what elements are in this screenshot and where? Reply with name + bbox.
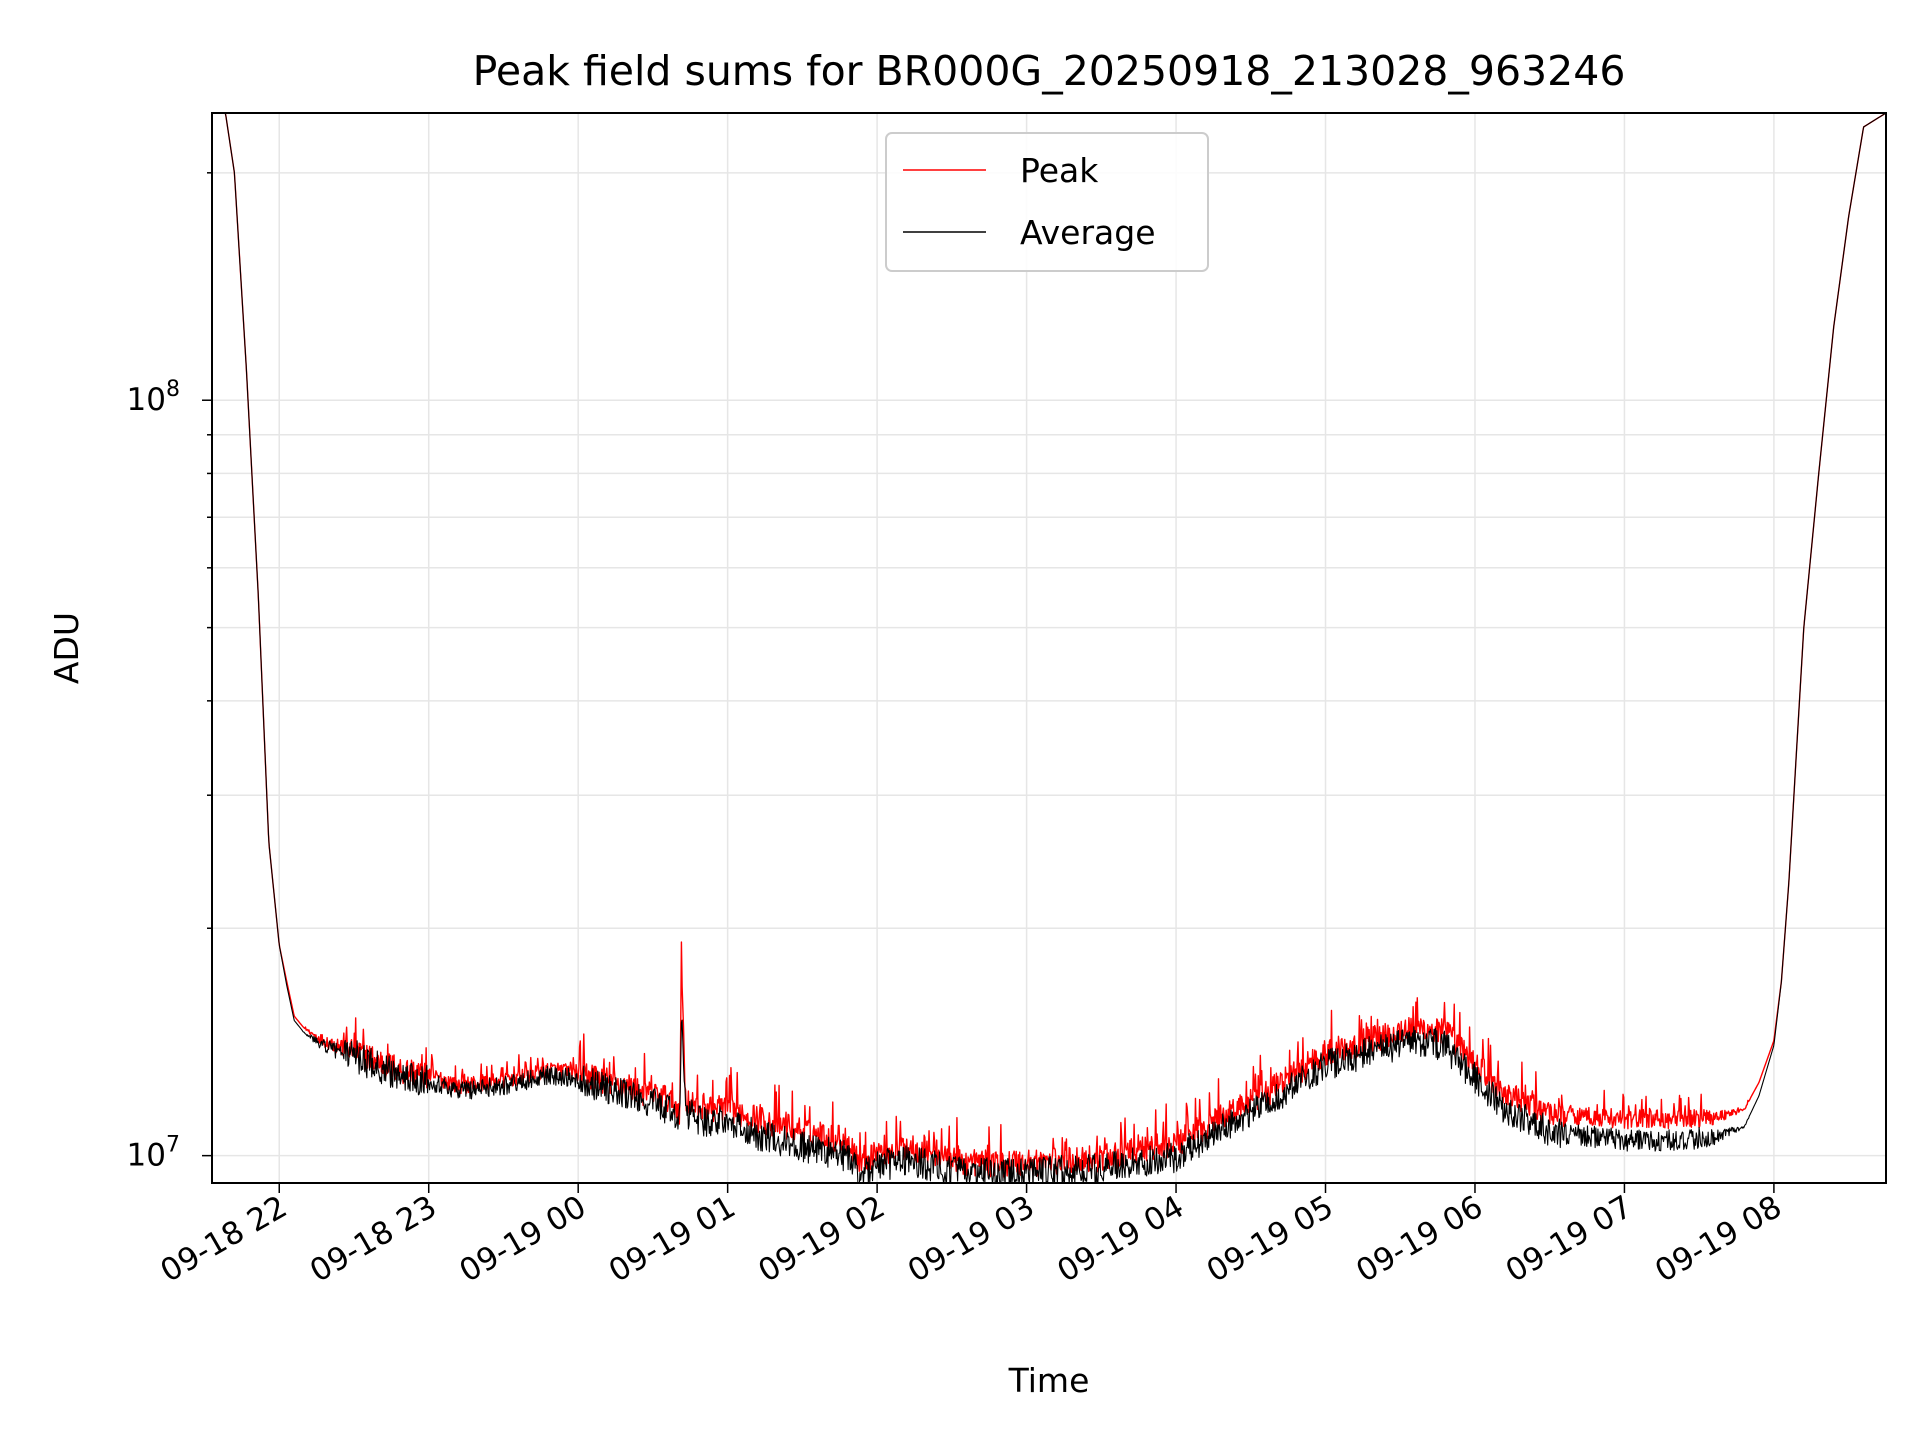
- y-tick-base: 10: [127, 382, 166, 418]
- series-line-average: [212, 113, 1886, 1183]
- legend-label-average: Average: [1020, 213, 1156, 252]
- series-layer: [212, 113, 1886, 1183]
- plot-frame: [211, 112, 1887, 1184]
- y-tick-exponent: 8: [166, 377, 180, 402]
- y-tick-exponent: 7: [166, 1133, 180, 1158]
- legend-box: [885, 132, 1209, 272]
- legend-label-peak: Peak: [1020, 151, 1099, 190]
- y-tick-label: 108: [127, 377, 180, 418]
- x-axis-label: Time: [1008, 1361, 1090, 1400]
- legend: Peak Average: [885, 132, 1209, 272]
- y-tick-label: 107: [127, 1133, 180, 1174]
- chart-title: Peak field sums for BR000G_20250918_2130…: [473, 47, 1626, 95]
- y-tick-base: 10: [127, 1138, 166, 1174]
- y-axis-label: ADU: [47, 612, 86, 684]
